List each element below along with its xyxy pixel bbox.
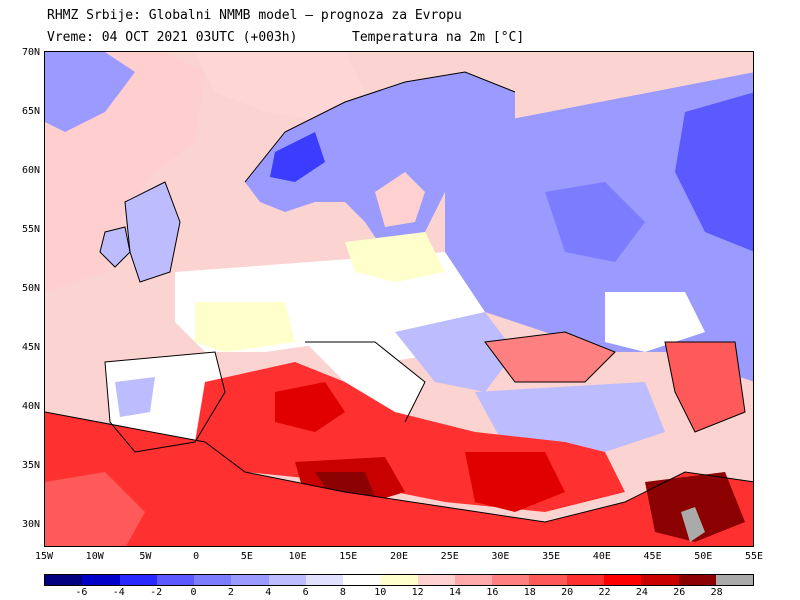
- colorbar-cell: [45, 575, 83, 585]
- colorbar-label: 4: [265, 587, 272, 598]
- lon-label: 10W: [85, 551, 104, 562]
- colorbar-label: 24: [635, 587, 648, 598]
- colorbar-cell: [417, 575, 455, 585]
- british-isles: [125, 182, 180, 282]
- lat-label: 65N: [21, 106, 40, 117]
- colorbar-cell: [231, 575, 269, 585]
- lat-label: 40N: [21, 401, 40, 412]
- caspian-sea: [665, 342, 745, 432]
- russia-cold-area: [675, 92, 753, 252]
- colorbar-label: 0: [190, 587, 197, 598]
- lat-label: 60N: [21, 165, 40, 176]
- colorbar-label: 26: [673, 587, 686, 598]
- lon-label: 5W: [139, 551, 152, 562]
- scandinavia-land: [245, 72, 515, 252]
- colorbar-label: 16: [486, 587, 499, 598]
- baltic-warm-area: [375, 172, 425, 227]
- persian-gulf-area: [681, 507, 705, 542]
- lat-label: 55N: [21, 224, 40, 235]
- germany-poland-mild: [345, 232, 445, 282]
- colorbar: [44, 574, 754, 586]
- iberia-land: [105, 352, 225, 452]
- balkans-land: [395, 312, 515, 392]
- norway-cold-area: [270, 132, 325, 182]
- colorbar-label: 18: [523, 587, 536, 598]
- lon-label: 0: [193, 551, 200, 562]
- lon-label: 35E: [542, 551, 561, 562]
- colorbar-cell: [566, 575, 604, 585]
- lon-label: 5E: [240, 551, 253, 562]
- lon-label: 10E: [288, 551, 307, 562]
- lat-label: 50N: [21, 283, 40, 294]
- ireland: [100, 227, 130, 267]
- forecast-time: Vreme: 04 OCT 2021 03UTC (+003h): [47, 30, 298, 45]
- lon-label: 55E: [744, 551, 764, 562]
- colorbar-cell: [715, 575, 754, 585]
- map-svg: [45, 52, 753, 546]
- norwegian-sea: [195, 52, 365, 122]
- egypt-hot-area: [465, 452, 565, 512]
- colorbar-label: 22: [598, 587, 611, 598]
- france-mild: [195, 302, 295, 352]
- lon-label: 45E: [643, 551, 662, 562]
- colorbar-label: 8: [339, 587, 346, 598]
- atlantic-cold-patch: [45, 52, 135, 132]
- ukraine-neutral-area: [605, 292, 705, 352]
- colorbar-label: 6: [302, 587, 309, 598]
- colorbar-label: 14: [449, 587, 462, 598]
- colorbar-label: -6: [75, 587, 88, 598]
- colorbar-label: -4: [112, 587, 125, 598]
- lon-label: 30E: [491, 551, 510, 562]
- lat-label: 70N: [21, 47, 40, 58]
- colorbar-label: 2: [227, 587, 234, 598]
- colorbar-label: 12: [411, 587, 424, 598]
- colorbar-cell: [641, 575, 679, 585]
- variable-name: Temperatura na 2m [°C]: [352, 30, 525, 45]
- colorbar-cell: [678, 575, 716, 585]
- colorbar-cell: [529, 575, 567, 585]
- colorbar-cell: [305, 575, 344, 585]
- coastlines: [45, 71, 753, 523]
- colorbar-cell: [194, 575, 232, 585]
- italy-land: [305, 342, 425, 422]
- colorbar-cell: [454, 575, 493, 585]
- morocco-warm-area: [45, 472, 145, 546]
- lon-label: 50E: [694, 551, 713, 562]
- colorbar-cell: [492, 575, 530, 585]
- colorbar-label: 20: [561, 587, 574, 598]
- lon-label: 20E: [389, 551, 409, 562]
- turkey-land: [475, 382, 665, 452]
- lat-label: 35N: [21, 460, 40, 471]
- colorbar-label: 10: [374, 587, 387, 598]
- tyrrhenian-hot-area: [275, 382, 345, 432]
- lon-label: 40E: [592, 551, 611, 562]
- lat-label: 45N: [21, 342, 40, 353]
- iberia-cool-area: [115, 377, 155, 417]
- lat-label: 30N: [21, 519, 40, 530]
- colorbar-cell: [603, 575, 642, 585]
- colorbar-cell: [82, 575, 120, 585]
- lon-label: 15W: [34, 551, 54, 562]
- lon-label: 15E: [339, 551, 358, 562]
- russia-cool-area: [545, 182, 645, 262]
- colorbar-cell: [119, 575, 157, 585]
- colorbar-label: -2: [150, 587, 163, 598]
- colorbar-cell: [380, 575, 418, 585]
- north-africa-land: [45, 412, 753, 546]
- colorbar-label: 28: [710, 587, 723, 598]
- lon-label: 25E: [440, 551, 459, 562]
- colorbar-cell: [156, 575, 195, 585]
- colorbar-cell: [343, 575, 381, 585]
- map-title: RHMZ Srbije: Globalni NMMB model — progn…: [47, 8, 462, 23]
- temperature-map: [44, 51, 754, 547]
- black-sea: [485, 332, 615, 382]
- colorbar-cell: [268, 575, 306, 585]
